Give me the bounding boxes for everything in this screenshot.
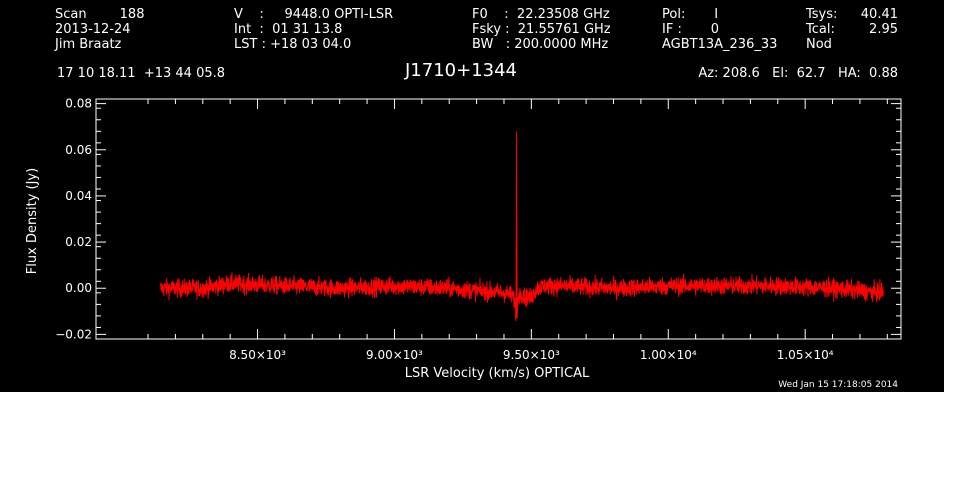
x-tick-label: 8.50×10³	[229, 348, 286, 362]
x-tick-label: 9.50×10³	[503, 348, 560, 362]
header-tcal-label: Tcal:	[806, 22, 835, 37]
header-project: AGBT13A_236_33	[662, 37, 778, 52]
source-coordinates: 17 10 18.11 +13 44 05.8	[57, 66, 226, 81]
y-tick-label: 0.08	[65, 97, 92, 111]
axis-ticks	[96, 99, 901, 340]
axis-tick-labels: 8.50×10³ 9.00×10³ 9.50×10³ 1.00×10⁴ 1.05×10⁴…	[55, 97, 834, 362]
az-el-ha: Az: 208.6 El: 62.7 HA: 0.88	[698, 66, 898, 81]
maser-line-peak	[511, 131, 521, 319]
header-velocity: V : 9448.0 OPTI-LSR	[234, 7, 394, 22]
y-tick-label: 0.06	[65, 143, 92, 157]
header-observer: Jim Braatz	[55, 37, 122, 52]
header-tsys-value: 40.41	[860, 7, 898, 22]
x-tick-label: 1.05×10⁴	[777, 348, 834, 362]
header-scan: Scan 188	[55, 7, 145, 22]
header-f0: F0 : 22.23508 GHz	[472, 7, 610, 22]
plot-timestamp: Wed Jan 15 17:18:05 2014	[778, 380, 898, 390]
spectrum-panel: Scan 188 2013-12-24 Jim Braatz V : 9448.…	[0, 0, 944, 392]
x-tick-label: 9.00×10³	[366, 348, 423, 362]
header-bw: BW : 200.0000 MHz	[472, 37, 609, 52]
y-axis-label: Flux Density (Jy)	[25, 168, 40, 274]
header-fsky: Fsky : 21.55761 GHz	[472, 22, 611, 37]
header-pol: Pol: I	[662, 7, 719, 22]
spectrum-trace	[159, 272, 884, 321]
spectrum-plot: 8.50×10³ 9.00×10³ 9.50×10³ 1.00×10⁴ 1.05×10⁴…	[25, 97, 902, 381]
x-axis-label: LSR Velocity (km/s) OPTICAL	[405, 366, 590, 381]
header-tcal-value: 2.95	[869, 22, 898, 37]
y-tick-label: −0.02	[55, 327, 92, 341]
source-title: J1710+1344	[405, 60, 518, 81]
y-tick-label: 0.02	[65, 235, 92, 249]
header-date: 2013-12-24	[55, 22, 131, 37]
header-if: IF : 0	[662, 22, 720, 37]
plot-frame	[95, 98, 902, 340]
header-tsys-label: Tsys:	[806, 7, 838, 22]
header-mode: Nod	[806, 37, 832, 52]
header-integration: Int : 01 31 13.8	[234, 22, 343, 37]
y-tick-label: 0.00	[65, 281, 92, 295]
header-lst: LST : +18 03 04.0	[234, 37, 352, 52]
x-tick-label: 1.00×10⁴	[640, 348, 697, 362]
y-tick-label: 0.04	[65, 189, 92, 203]
